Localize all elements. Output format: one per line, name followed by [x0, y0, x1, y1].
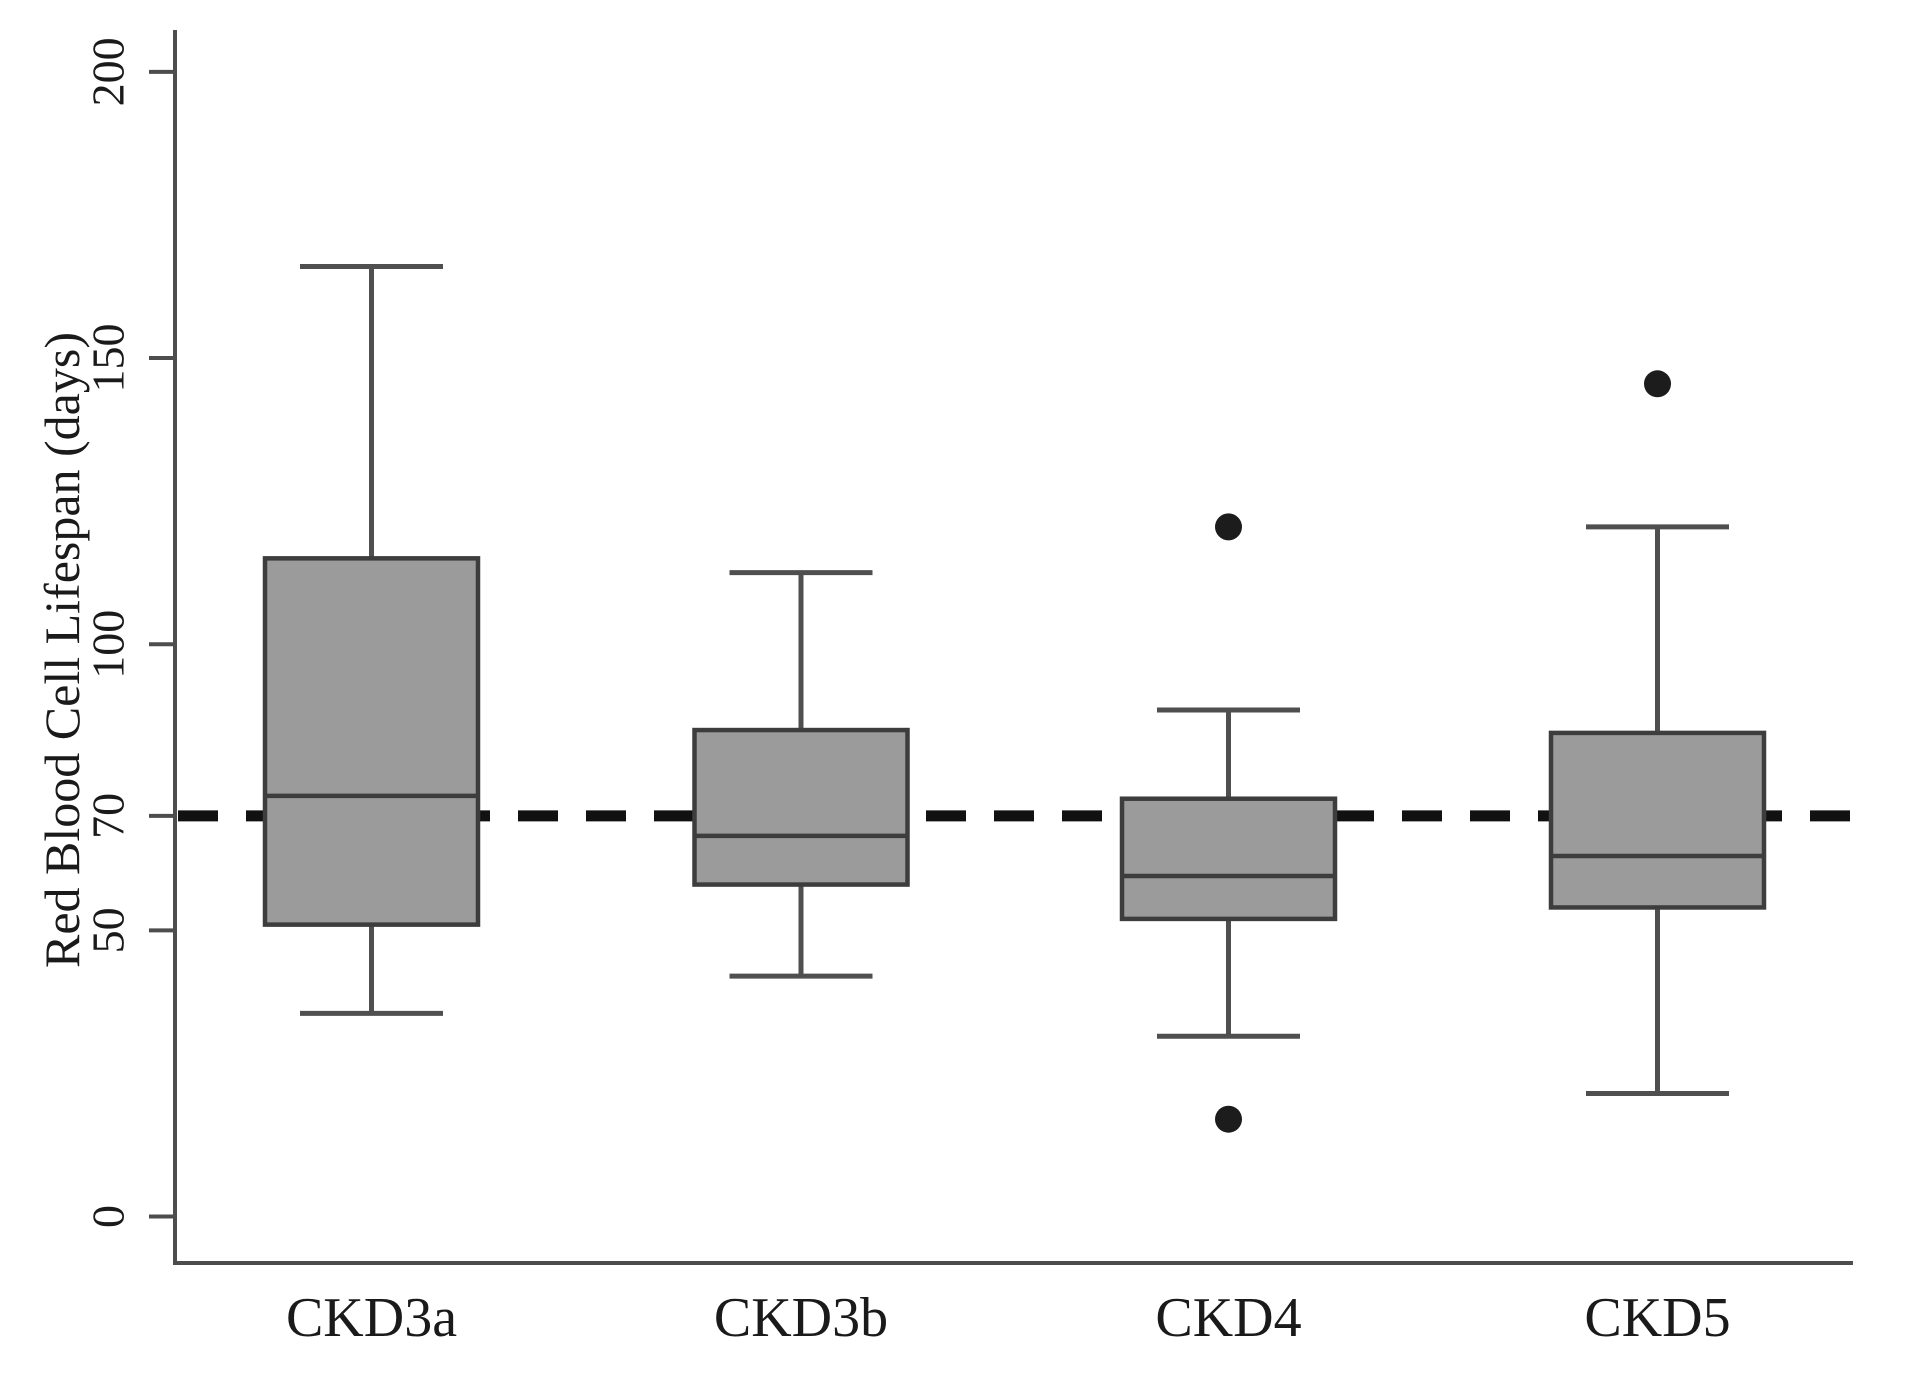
x-category-label-ckd3a: CKD3a	[286, 1287, 457, 1349]
box-ckd3b	[692, 727, 910, 887]
x-category-label-ckd4: CKD4	[1155, 1287, 1301, 1349]
outlier-ckd5-1	[1644, 370, 1671, 398]
x-category-label-ckd3b: CKD3b	[714, 1287, 888, 1349]
x-category-label-ckd5: CKD5	[1584, 1287, 1730, 1349]
y-tick-label-200: 200	[83, 37, 134, 106]
y-tick-label-100: 100	[83, 610, 134, 679]
y-tick-label-50: 50	[83, 907, 134, 953]
box-ckd3a	[262, 556, 481, 927]
box-ckd5	[1548, 730, 1767, 910]
y-axis-title: Red Blood Cell Lifespan (days)	[34, 332, 90, 968]
box-ckd4	[1119, 796, 1338, 922]
outlier-ckd4-2	[1215, 513, 1242, 541]
y-tick-label-150: 150	[83, 324, 134, 393]
y-tick-label-0: 0	[83, 1205, 134, 1228]
outlier-ckd4-1	[1215, 1105, 1242, 1133]
y-tick-label-70: 70	[83, 793, 134, 839]
